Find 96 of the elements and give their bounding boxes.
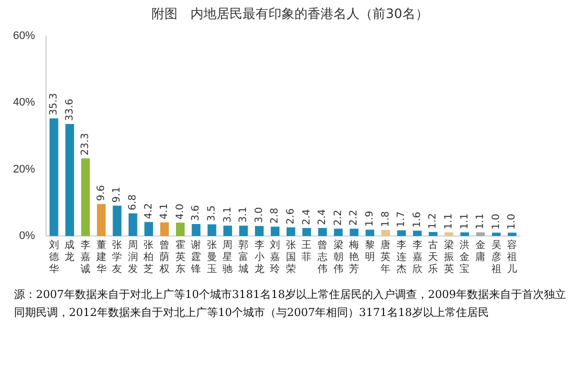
x-tick-label: 洪金宝	[460, 238, 470, 275]
data-label: 3.1	[238, 206, 250, 223]
data-label: 1.0	[506, 214, 518, 230]
y-tick-label: 60%	[12, 30, 36, 42]
bar	[381, 230, 390, 236]
data-label: 1.1	[459, 213, 470, 230]
bar	[460, 232, 470, 236]
bar	[286, 227, 296, 236]
bar	[50, 118, 58, 236]
x-tick-label: 王菲	[302, 240, 312, 263]
data-label: 2.4	[317, 209, 328, 225]
data-label: 3.1	[222, 206, 234, 223]
x-tick-label: 梁朝伟	[333, 238, 344, 275]
bar	[208, 224, 216, 236]
x-tick-label: 张国荣	[286, 238, 296, 275]
bar	[318, 228, 327, 236]
data-label: 9.6	[96, 185, 107, 201]
data-label: 2.6	[286, 208, 296, 224]
bar	[128, 213, 138, 236]
bar	[270, 226, 280, 236]
bar	[412, 230, 422, 236]
x-tick-label: 张曼玉	[206, 238, 217, 275]
x-tick-label: 曾荫权	[158, 238, 170, 275]
x-tick-label: 成龙	[64, 238, 75, 263]
x-tick-label: 周润发	[128, 240, 138, 275]
data-label: 1.1	[443, 213, 454, 230]
data-label: 33.6	[64, 98, 76, 121]
bar	[366, 230, 374, 236]
y-tick-label: 20%	[12, 163, 36, 176]
bar	[176, 222, 185, 236]
data-label: 3.5	[206, 205, 218, 222]
data-label: 2.2	[332, 210, 344, 226]
data-label: 3.0	[254, 207, 265, 223]
bar	[428, 232, 438, 236]
x-tick-label: 郭富城	[238, 238, 249, 275]
data-label: 1.1	[475, 213, 486, 230]
y-tick-label: 0%	[19, 230, 36, 242]
x-tick-label: 吴彦祖	[491, 240, 502, 275]
x-tick-label: 李连杰	[396, 238, 407, 275]
x-tick-label: 李小龙	[254, 238, 264, 275]
data-label: 4.0	[174, 204, 186, 220]
data-label: 2.8	[270, 208, 281, 224]
bar	[444, 232, 454, 236]
data-label: 1.9	[364, 210, 376, 227]
x-tick-label: 谢霆锋	[190, 238, 202, 275]
bar	[476, 232, 485, 236]
bar	[397, 230, 406, 236]
x-tick-label: 董建华	[95, 238, 106, 275]
data-label: 1.2	[428, 213, 439, 229]
x-tick-label: 唐英年	[380, 238, 391, 275]
data-label: 23.3	[80, 133, 92, 156]
data-label: 1.7	[396, 211, 408, 228]
bar	[96, 204, 106, 236]
bar	[239, 226, 248, 236]
bar	[144, 222, 154, 236]
x-tick-label: 金庸	[476, 238, 486, 263]
x-tick-label: 李嘉欣	[412, 238, 422, 275]
bar	[350, 228, 358, 236]
bar	[492, 232, 501, 236]
y-tick-label: 40%	[12, 96, 36, 109]
bar	[81, 158, 90, 236]
x-tick-label: 古天乐	[428, 238, 438, 275]
bar	[254, 226, 264, 236]
data-label: 35.3	[48, 93, 60, 116]
data-label: 1.0	[490, 214, 502, 230]
x-tick-label: 梁振英	[444, 238, 454, 275]
data-label: 3.6	[190, 205, 202, 221]
data-label: 4.2	[143, 203, 154, 219]
x-tick-label: 李嘉诚	[80, 238, 91, 275]
bar	[334, 228, 343, 236]
x-tick-label: 刘嘉玲	[270, 238, 280, 275]
data-label: 4.1	[159, 203, 170, 220]
bar	[508, 232, 516, 236]
data-label: 6.8	[128, 194, 139, 210]
x-tick-label: 梅艳芳	[348, 238, 360, 275]
bar	[112, 206, 122, 236]
x-tick-label: 周星驰	[222, 240, 233, 275]
x-tick-label: 张学友	[112, 238, 122, 275]
bar	[160, 222, 169, 236]
x-tick-label: 容祖儿	[507, 238, 518, 275]
bar	[65, 124, 74, 236]
bar	[223, 226, 232, 236]
x-tick-label: 张柏芝	[142, 238, 154, 275]
x-tick-label: 曾志伟	[318, 238, 328, 275]
x-tick-label: 刘德华	[48, 238, 59, 275]
data-label: 2.4	[301, 209, 312, 225]
chart-title: 附图 内地居民最有印象的香港名人（前30名）	[150, 6, 430, 24]
data-label: 9.1	[112, 186, 123, 203]
text: 源：2007年数据来自于对北上广等10个城市3181名18岁以上常住居民的入户调查，2009年数据来自于首次独立同期民调，2012年数据来自于对北上广等10个城市（与2007年相同）3171名18岁以上常住居民	[13, 287, 567, 321]
bar	[302, 228, 312, 236]
data-label: 2.2	[348, 210, 360, 226]
x-tick-label: 霍英东	[175, 238, 186, 275]
x-tick-label: 黎明	[364, 238, 375, 263]
data-label: 1.6	[412, 212, 423, 228]
data-label: 1.8	[380, 211, 392, 227]
bar	[192, 224, 200, 236]
